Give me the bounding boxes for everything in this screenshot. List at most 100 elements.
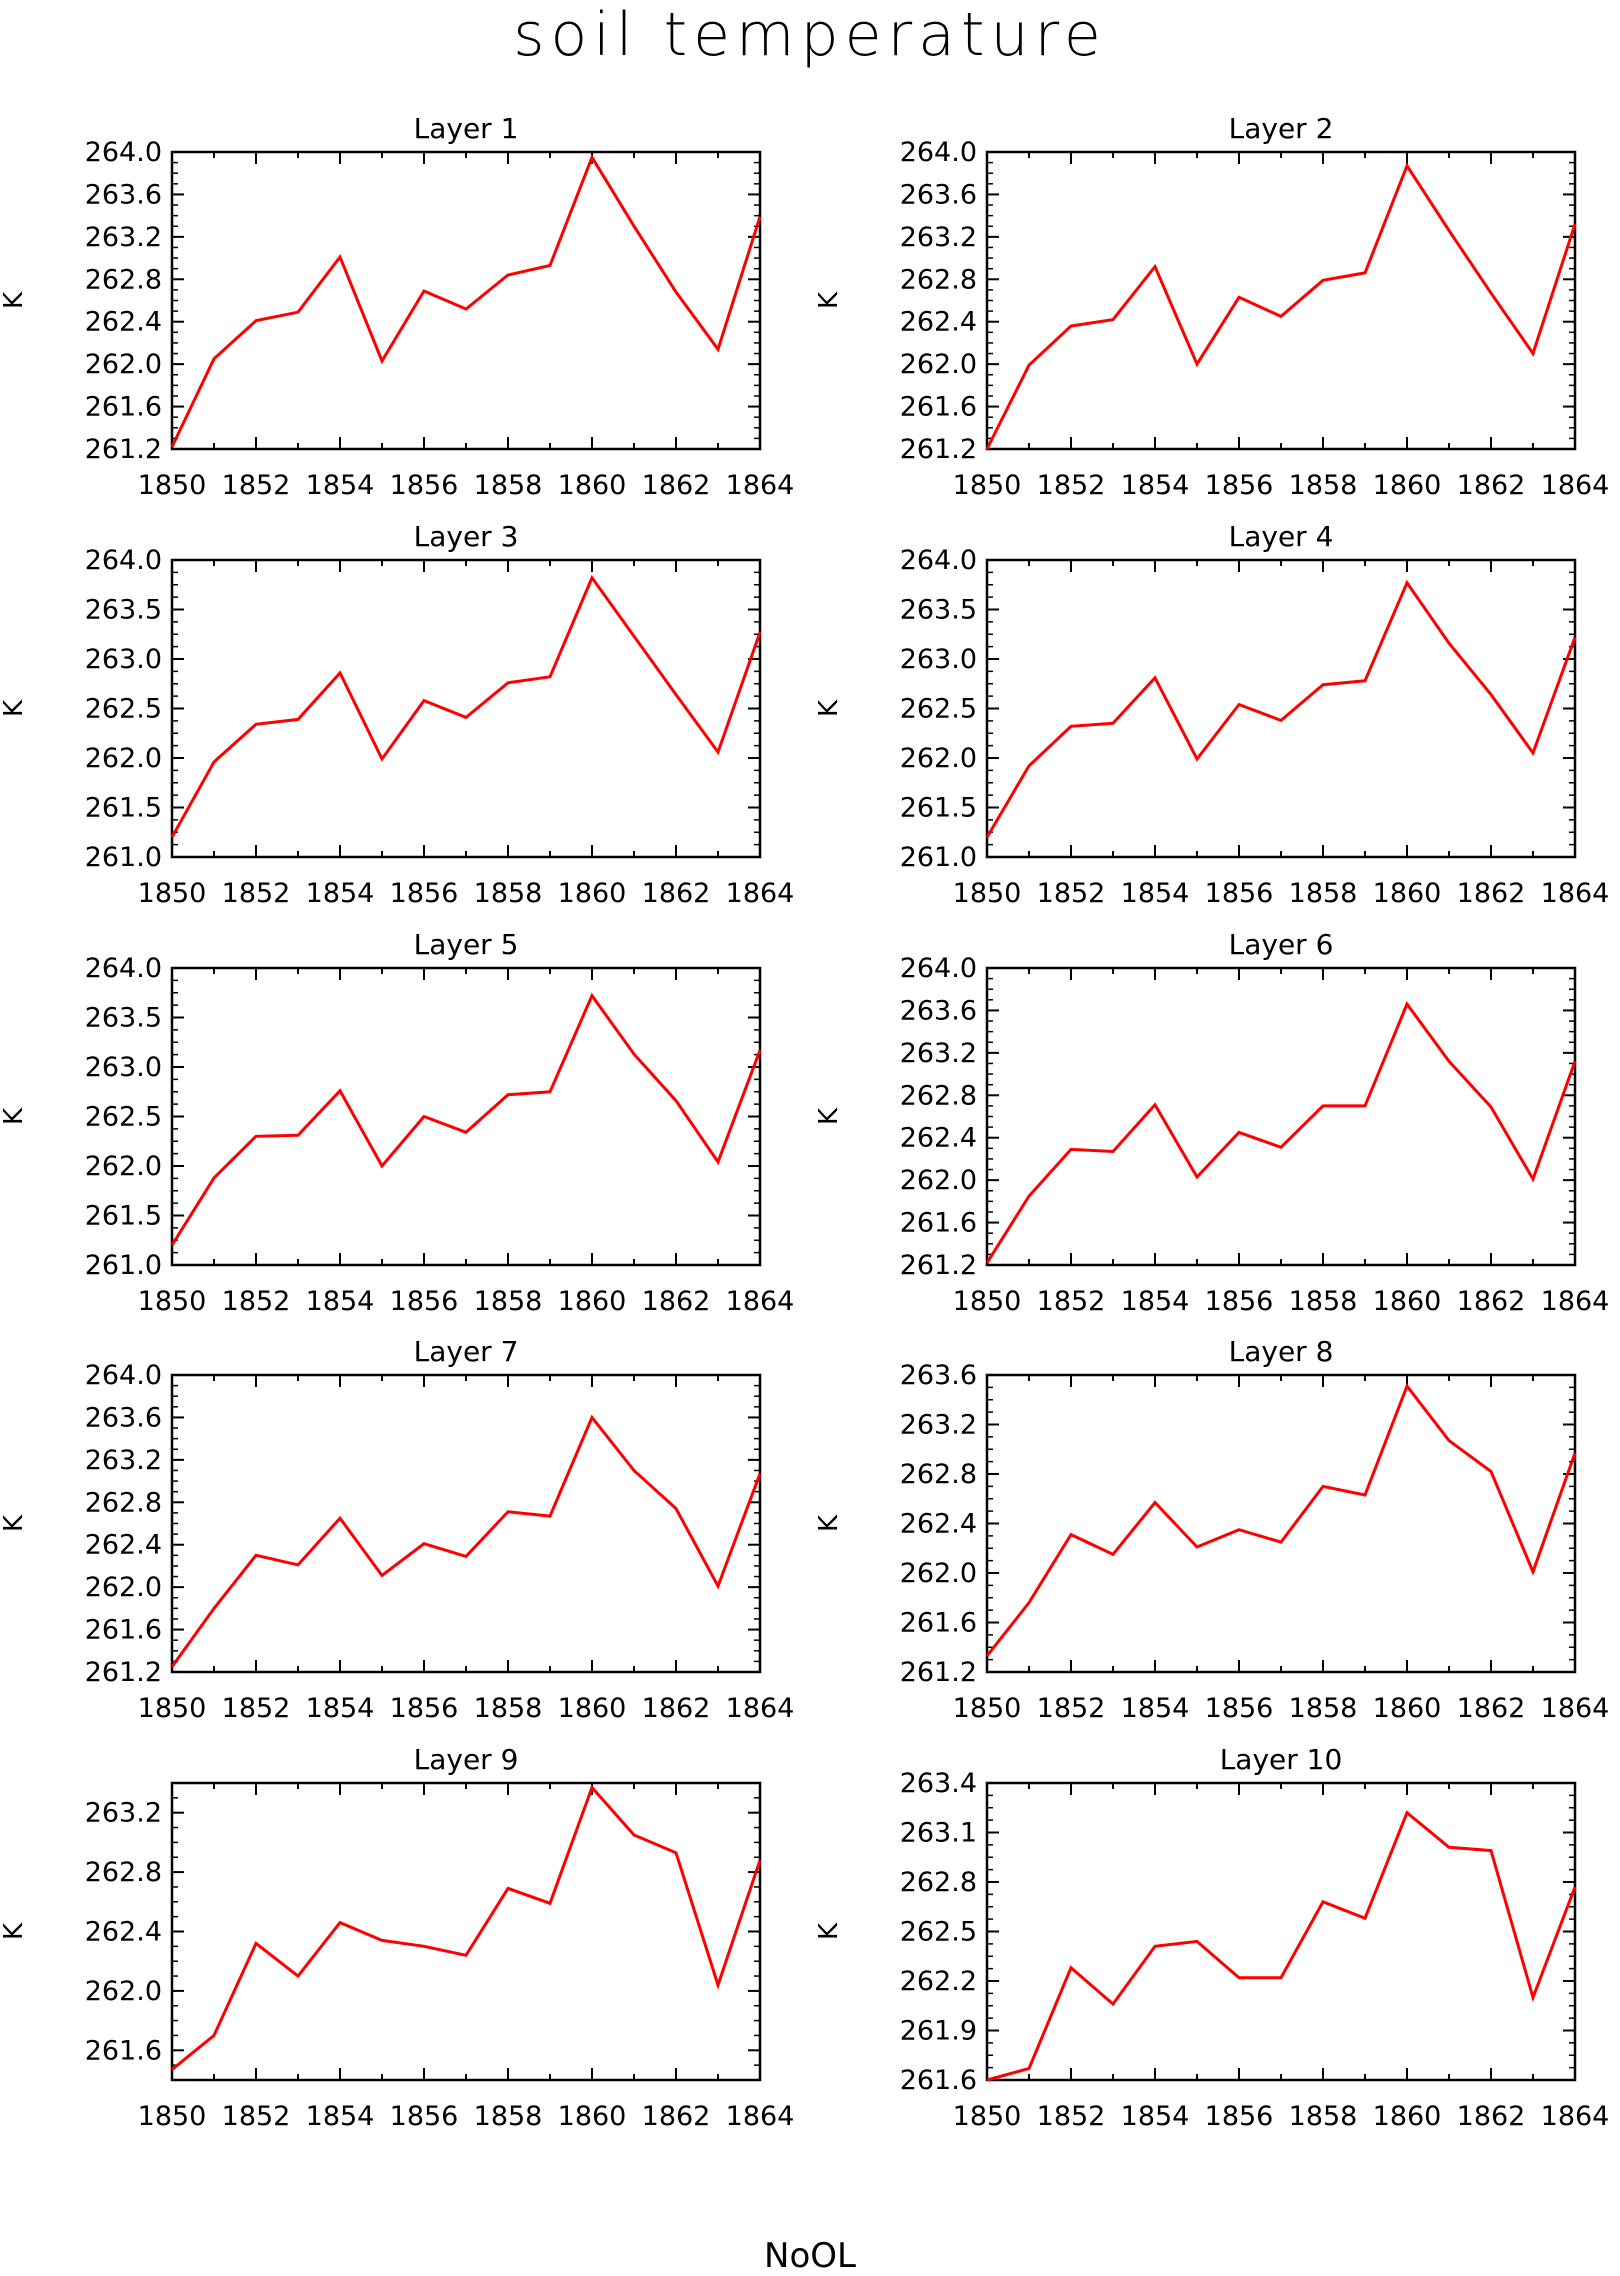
y-tick-label: 262.8 <box>85 1857 162 1888</box>
x-tick-label: 1852 <box>222 470 291 501</box>
x-tick-label: 1864 <box>726 878 795 909</box>
panel-title: Layer 5 <box>414 928 519 961</box>
x-tick-label: 1856 <box>1205 1286 1274 1317</box>
series-line <box>987 1004 1575 1263</box>
y-tick-label: 264.0 <box>900 137 977 168</box>
x-tick-label: 1860 <box>1373 878 1442 909</box>
y-axis-label: K <box>0 1107 29 1125</box>
x-tick-label: 1856 <box>1205 878 1274 909</box>
y-tick-label: 262.0 <box>900 1558 977 1589</box>
x-tick-label: 1860 <box>558 1286 627 1317</box>
x-tick-label: 1854 <box>306 1693 375 1724</box>
y-axis-label: K <box>814 1107 844 1125</box>
y-axis-label: K <box>0 1922 29 1940</box>
x-tick-label: 1854 <box>1121 1693 1190 1724</box>
y-axis-label: K <box>814 291 844 309</box>
panel-title: Layer 2 <box>1229 112 1334 145</box>
y-tick-label: 263.2 <box>85 222 162 253</box>
y-tick-label: 262.0 <box>85 1976 162 2007</box>
x-tick-label: 1860 <box>1373 2101 1442 2132</box>
x-tick-label: 1852 <box>222 878 291 909</box>
x-tick-label: 1850 <box>138 2101 207 2132</box>
panel-title: Layer 7 <box>414 1335 519 1368</box>
y-tick-label: 263.0 <box>900 644 977 675</box>
y-axis-label: K <box>814 1922 844 1940</box>
x-tick-label: 1854 <box>306 470 375 501</box>
x-tick-label: 1850 <box>953 1286 1022 1317</box>
y-tick-label: 262.8 <box>85 1487 162 1518</box>
x-tick-label: 1854 <box>306 2101 375 2132</box>
y-tick-label: 261.2 <box>85 434 162 465</box>
x-tick-label: 1860 <box>1373 470 1442 501</box>
x-tick-label: 1860 <box>1373 1693 1442 1724</box>
y-tick-label: 262.5 <box>900 1917 977 1948</box>
series-line <box>172 996 760 1245</box>
series-line <box>172 1417 760 1666</box>
y-axis-label: K <box>0 699 29 717</box>
y-tick-label: 262.0 <box>85 1151 162 1182</box>
y-tick-label: 263.2 <box>85 1798 162 1829</box>
y-tick-label: 262.0 <box>85 349 162 380</box>
x-tick-label: 1850 <box>953 1693 1022 1724</box>
x-tick-label: 1854 <box>306 878 375 909</box>
x-tick-label: 1852 <box>1037 2101 1106 2132</box>
y-tick-label: 261.6 <box>900 392 977 423</box>
x-tick-label: 1854 <box>1121 2101 1190 2132</box>
y-tick-label: 263.1 <box>900 1818 977 1849</box>
x-tick-label: 1856 <box>390 878 459 909</box>
y-tick-label: 261.6 <box>85 392 162 423</box>
y-tick-label: 261.0 <box>900 842 977 873</box>
x-tick-label: 1858 <box>474 1286 543 1317</box>
x-tick-label: 1852 <box>222 2101 291 2132</box>
y-tick-label: 261.2 <box>900 1250 977 1281</box>
y-tick-label: 261.5 <box>85 793 162 824</box>
x-tick-label: 1858 <box>474 1693 543 1724</box>
x-tick-label: 1860 <box>558 470 627 501</box>
y-tick-label: 262.0 <box>900 349 977 380</box>
x-tick-label: 1852 <box>222 1693 291 1724</box>
y-tick-label: 261.5 <box>85 1201 162 1232</box>
y-tick-label: 264.0 <box>85 137 162 168</box>
panel-title: Layer 3 <box>414 520 519 553</box>
y-tick-label: 263.2 <box>900 1038 977 1069</box>
x-tick-label: 1858 <box>474 470 543 501</box>
x-tick-label: 1854 <box>1121 1286 1190 1317</box>
plot-frame <box>987 968 1575 1265</box>
x-tick-label: 1856 <box>1205 470 1274 501</box>
y-tick-label: 264.0 <box>85 545 162 576</box>
plot-frame <box>172 1375 760 1672</box>
y-tick-label: 264.0 <box>900 953 977 984</box>
y-tick-label: 262.2 <box>900 1966 977 1997</box>
y-tick-label: 263.0 <box>85 644 162 675</box>
y-tick-label: 262.8 <box>900 1459 977 1490</box>
y-tick-label: 263.6 <box>85 1402 162 1433</box>
y-tick-label: 263.2 <box>900 222 977 253</box>
x-tick-label: 1862 <box>1457 470 1526 501</box>
y-tick-label: 261.5 <box>900 793 977 824</box>
y-tick-label: 263.0 <box>85 1052 162 1083</box>
y-tick-label: 261.6 <box>85 1615 162 1646</box>
y-axis-label: K <box>0 1514 29 1532</box>
y-tick-label: 261.0 <box>85 842 162 873</box>
x-tick-label: 1854 <box>306 1286 375 1317</box>
x-tick-label: 1852 <box>1037 1693 1106 1724</box>
x-tick-label: 1858 <box>1289 2101 1358 2132</box>
series-line <box>987 1813 1575 2080</box>
x-tick-label: 1854 <box>1121 878 1190 909</box>
panel-title: Layer 6 <box>1229 928 1334 961</box>
y-tick-label: 261.6 <box>900 2065 977 2096</box>
plot-frame <box>987 152 1575 449</box>
x-tick-label: 1862 <box>642 2101 711 2132</box>
y-tick-label: 262.0 <box>85 1572 162 1603</box>
y-tick-label: 263.5 <box>85 595 162 626</box>
panel-title: Layer 1 <box>414 112 519 145</box>
y-tick-label: 262.4 <box>900 1123 977 1154</box>
x-tick-label: 1856 <box>390 1286 459 1317</box>
y-tick-label: 263.4 <box>900 1768 977 1799</box>
series-line <box>987 1386 1575 1656</box>
y-tick-label: 261.2 <box>900 434 977 465</box>
